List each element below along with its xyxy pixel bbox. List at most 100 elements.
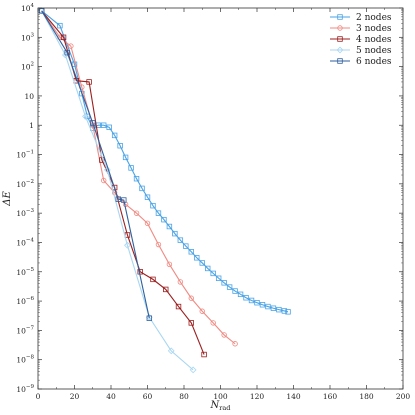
- data-point: [248, 297, 255, 304]
- data-point: [336, 46, 344, 54]
- data-point: [150, 276, 156, 283]
- y-tick-label: 10−8: [16, 355, 34, 365]
- x-tick-label: 120: [250, 392, 265, 401]
- plot-frame: [37, 7, 404, 390]
- series-layer: [38, 7, 291, 374]
- data-point: [155, 241, 162, 248]
- data-point: [111, 132, 118, 139]
- y-tick-label: 10−9: [16, 384, 34, 394]
- data-point: [38, 7, 46, 15]
- x-tick-label: 100: [213, 392, 228, 401]
- data-point: [259, 302, 266, 308]
- x-tick-label: 140: [286, 392, 301, 401]
- x-tick-label: 20: [70, 392, 80, 401]
- y-tick-label: 10−7: [16, 325, 34, 335]
- data-point: [115, 196, 121, 202]
- data-point: [150, 202, 156, 209]
- data-point: [210, 270, 216, 277]
- legend-label: 4 nodes: [356, 35, 392, 45]
- data-point: [243, 295, 249, 301]
- legend-label: 3 nodes: [356, 24, 392, 34]
- y-tick-label: 103: [21, 32, 35, 42]
- data-point: [270, 305, 277, 311]
- data-point: [276, 306, 282, 313]
- data-point: [188, 295, 194, 301]
- data-point: [139, 185, 145, 192]
- data-point: [64, 49, 70, 56]
- y-tick-label: 102: [21, 62, 34, 72]
- data-point: [188, 320, 194, 326]
- legend-label: 6 nodes: [356, 57, 392, 67]
- data-point: [232, 341, 238, 347]
- legend-entry: 5 nodes: [330, 46, 392, 56]
- y-tick-label: 104: [21, 3, 35, 13]
- y-axis-label: ΔE: [2, 191, 13, 207]
- data-point: [161, 216, 167, 223]
- data-point: [201, 351, 207, 358]
- y-tick-label: 10−4: [16, 237, 34, 247]
- data-point: [111, 189, 118, 196]
- data-point: [210, 320, 216, 326]
- legend-entry: 6 nodes: [330, 57, 392, 67]
- x-tick-label: 160: [323, 392, 338, 401]
- y-tick-label: 10: [24, 92, 34, 101]
- data-point: [337, 58, 343, 64]
- data-point: [144, 220, 151, 227]
- data-point: [100, 177, 107, 184]
- series-2-nodes: [38, 8, 291, 315]
- x-tick-label: 80: [179, 392, 189, 401]
- x-tick-label: 180: [359, 392, 374, 401]
- x-tick-label: 40: [106, 392, 116, 401]
- series-6-nodes: [38, 8, 153, 321]
- data-point: [177, 237, 184, 243]
- data-point: [117, 143, 123, 149]
- data-point: [265, 303, 271, 310]
- data-point: [281, 308, 288, 314]
- data-point: [199, 260, 205, 266]
- data-point: [146, 315, 153, 321]
- data-point: [163, 286, 169, 293]
- series-3-nodes: [38, 8, 238, 347]
- legend-entry: 4 nodes: [330, 35, 392, 45]
- y-tick-label: 10−5: [16, 267, 34, 277]
- data-point: [337, 25, 343, 31]
- legend-label: 5 nodes: [356, 46, 392, 56]
- data-point: [183, 243, 189, 249]
- data-point: [144, 194, 151, 200]
- data-point: [103, 166, 111, 174]
- series-4-nodes: [38, 8, 207, 358]
- series-line: [41, 10, 289, 313]
- data-point: [68, 43, 74, 49]
- series-line: [41, 10, 150, 319]
- data-point: [71, 61, 78, 67]
- data-point: [128, 165, 134, 171]
- y-tick-label: 10−6: [16, 296, 34, 306]
- data-point: [133, 175, 140, 182]
- data-point: [189, 366, 197, 374]
- series-line: [41, 10, 205, 355]
- data-point: [221, 280, 227, 286]
- data-point: [285, 309, 291, 315]
- data-point: [226, 284, 233, 290]
- legend-label: 2 nodes: [356, 13, 392, 23]
- data-point: [121, 197, 127, 203]
- data-point: [86, 79, 92, 85]
- x-tick-label: 200: [396, 392, 411, 401]
- data-point: [194, 255, 200, 261]
- y-tick-label: 10−3: [16, 208, 34, 218]
- series-5-nodes: [38, 7, 197, 374]
- data-point: [155, 210, 162, 216]
- data-point: [106, 124, 112, 130]
- data-point: [166, 223, 173, 230]
- data-point: [221, 332, 227, 338]
- data-point: [101, 122, 107, 128]
- data-point: [205, 265, 211, 272]
- data-point: [60, 34, 67, 41]
- x-tick-label: 60: [143, 392, 153, 401]
- y-tick-label: 10−1: [16, 150, 34, 160]
- data-point: [175, 303, 182, 310]
- data-point: [57, 22, 63, 29]
- data-point: [232, 288, 238, 294]
